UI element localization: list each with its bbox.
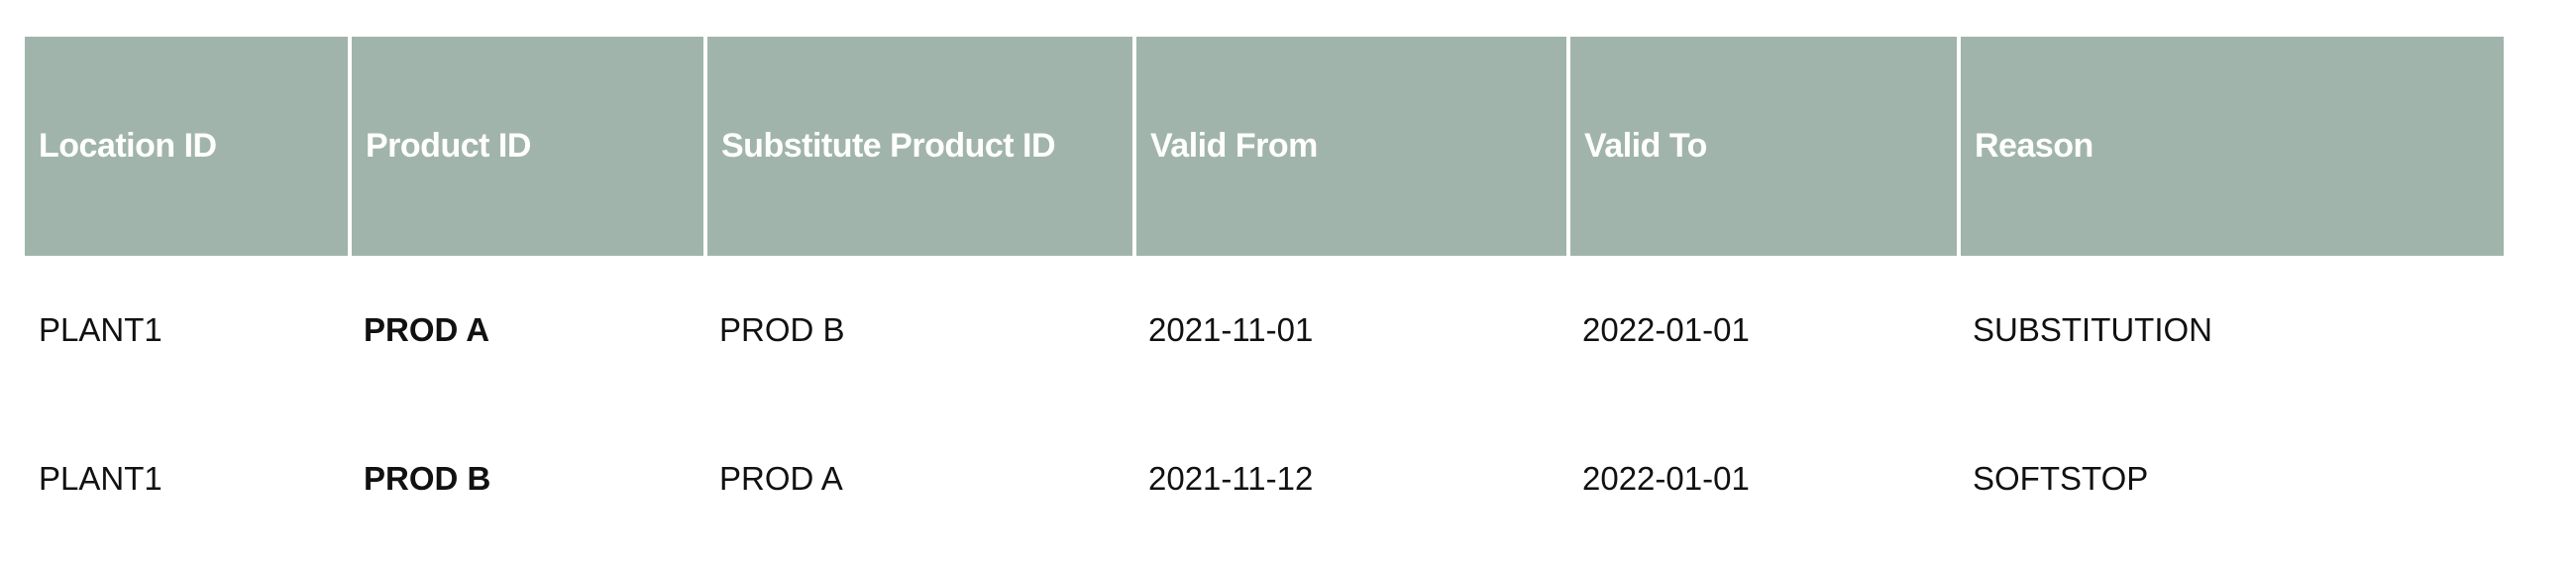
cell-valid-to: 2022-01-01 — [1582, 311, 1750, 348]
header-substitute-product-id[interactable]: Substitute Product ID — [705, 37, 1136, 256]
table-row: PLANT1 PROD B PROD A 2021-11-12 2022-01-… — [25, 404, 2504, 553]
cell-product-id: PROD B — [364, 460, 491, 497]
header-reason[interactable]: Reason — [1959, 37, 2504, 256]
cell-substitute-product-id: PROD A — [719, 460, 843, 497]
header-row: Location ID Product ID Substitute Produc… — [25, 37, 2504, 256]
table-row: PLANT1 PROD A PROD B 2021-11-01 2022-01-… — [25, 256, 2504, 404]
cell-location-id: PLANT1 — [39, 311, 162, 348]
cell-reason: SUBSTITUTION — [1973, 311, 2213, 348]
cell-substitute-product-id: PROD B — [719, 311, 845, 348]
substitution-table: Location ID Product ID Substitute Produc… — [25, 37, 2504, 553]
header-valid-from[interactable]: Valid From — [1134, 37, 1570, 256]
cell-product-id: PROD A — [364, 311, 490, 348]
cell-valid-from: 2021-11-01 — [1148, 311, 1314, 348]
header-valid-to[interactable]: Valid To — [1568, 37, 1961, 256]
cell-valid-to: 2022-01-01 — [1582, 460, 1750, 497]
header-location-id[interactable]: Location ID — [25, 37, 352, 256]
cell-reason: SOFTSTOP — [1973, 460, 2149, 497]
cell-valid-from: 2021-11-12 — [1148, 460, 1314, 497]
cell-location-id: PLANT1 — [39, 460, 162, 497]
header-product-id[interactable]: Product ID — [350, 37, 707, 256]
